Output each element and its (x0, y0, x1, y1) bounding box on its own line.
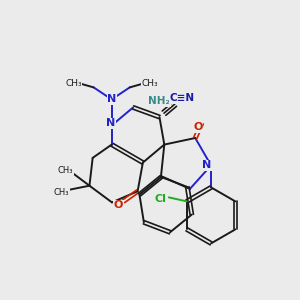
Text: N: N (106, 118, 115, 128)
Text: O: O (193, 122, 203, 132)
Text: NH₂: NH₂ (148, 96, 170, 106)
Text: N: N (107, 94, 116, 104)
Text: Cl: Cl (155, 194, 167, 204)
Text: CH₃: CH₃ (54, 188, 69, 197)
Text: CH₃: CH₃ (65, 79, 82, 88)
Text: CH₃: CH₃ (141, 79, 158, 88)
Text: C≡N: C≡N (169, 93, 194, 103)
Text: CH₃: CH₃ (58, 166, 73, 175)
Text: N: N (202, 160, 212, 170)
Text: O: O (114, 200, 123, 210)
